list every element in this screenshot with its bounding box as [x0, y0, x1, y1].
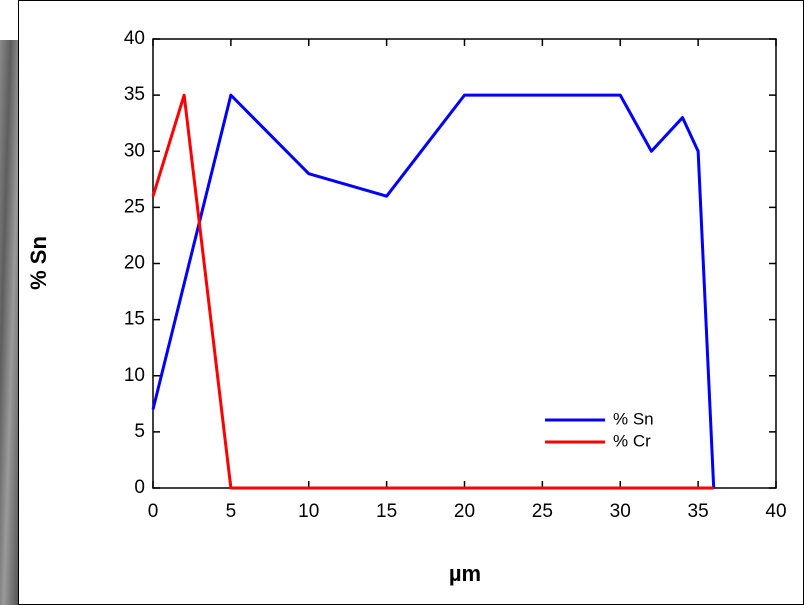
x-axis-label: µm — [449, 561, 481, 586]
y-tick-label: 30 — [124, 140, 145, 161]
background-image-strip — [0, 40, 18, 605]
y-tick-label: 15 — [124, 309, 145, 330]
y-tick-label: 0 — [134, 477, 145, 498]
y-tick-label: 10 — [124, 365, 145, 386]
line-series — [151, 93, 716, 489]
y-tick-label: 20 — [124, 253, 145, 274]
line-series — [151, 93, 714, 490]
x-tick-label: 40 — [765, 501, 786, 522]
y-tick-label: 25 — [124, 196, 145, 217]
x-tick-label: 35 — [688, 501, 709, 522]
x-tick-label: 10 — [298, 501, 319, 522]
y-tick-label: 40 — [124, 28, 145, 49]
x-tick-label: 30 — [610, 501, 631, 522]
x-tick-label: 0 — [148, 501, 159, 522]
legend-label: % Cr — [613, 431, 651, 450]
y-tick-label: 5 — [134, 421, 145, 442]
x-tick-label: 15 — [376, 501, 397, 522]
plot-frame — [152, 38, 777, 489]
y-tick-label: 35 — [124, 84, 145, 105]
y-axis-label: % Sn — [26, 236, 51, 290]
legend-label: % Sn — [613, 409, 654, 428]
x-tick-label: 25 — [532, 501, 553, 522]
x-tick-label: 5 — [226, 501, 237, 522]
x-tick-label: 20 — [454, 501, 475, 522]
